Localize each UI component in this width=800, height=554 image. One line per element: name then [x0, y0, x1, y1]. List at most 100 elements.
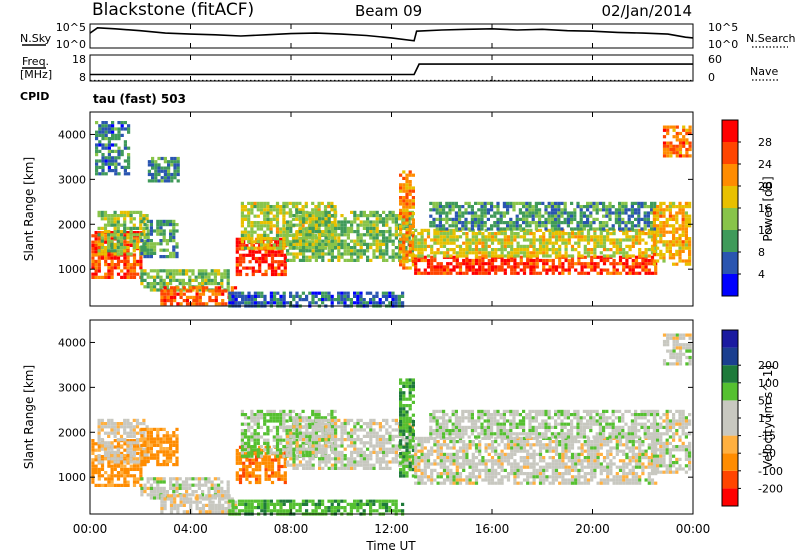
velocity-cell: [162, 477, 166, 481]
power-cell: [518, 224, 522, 228]
velocity-cell: [201, 497, 206, 501]
power-cell: [369, 291, 373, 295]
power-cell: [198, 299, 202, 303]
power-cell: [302, 246, 306, 250]
power-cell: [557, 221, 561, 225]
power-cell: [98, 165, 102, 169]
velocity-cell: [272, 438, 276, 442]
power-cell: [153, 229, 157, 233]
power-cell: [305, 226, 309, 230]
power-cell: [481, 265, 485, 269]
power-cell: [583, 238, 587, 242]
velocity-cell: [292, 460, 296, 464]
power-cell: [408, 180, 412, 184]
power-cell: [330, 201, 334, 205]
power-cell: [256, 214, 260, 218]
velocity-cell: [298, 431, 302, 435]
velocity-cell: [172, 443, 176, 447]
power-cell: [580, 254, 584, 258]
power-cell: [647, 248, 651, 252]
velocity-cell: [132, 418, 136, 422]
power-cell: [162, 219, 166, 223]
power-cell: [405, 208, 409, 212]
power-cell: [127, 159, 131, 163]
power-cell: [538, 211, 542, 215]
power-cell: [506, 227, 510, 231]
velocity-cell: [282, 454, 286, 458]
velocity-cell: [235, 477, 239, 481]
velocity-cell: [308, 463, 312, 467]
power-cell: [194, 275, 198, 279]
power-cell: [436, 241, 440, 245]
power-cell: [638, 248, 642, 252]
velocity-cell: [286, 425, 290, 429]
power-cell: [586, 251, 591, 255]
power-cell: [247, 240, 251, 244]
power-cell: [462, 258, 466, 263]
power-cell: [116, 239, 120, 243]
power-cell: [570, 248, 575, 252]
velocity-cell: [272, 445, 276, 449]
power-cell: [149, 226, 153, 230]
power-cell: [598, 208, 602, 212]
power-cell: [195, 289, 199, 293]
power-cell: [324, 226, 328, 230]
power-cell: [253, 298, 257, 302]
power-cell: [337, 233, 341, 237]
power-cell: [481, 262, 485, 266]
power-cell: [298, 210, 302, 214]
velocity-cell: [169, 453, 173, 457]
power-cell: [471, 268, 475, 272]
power-cell: [242, 244, 246, 248]
power-cell: [143, 251, 147, 255]
power-cell: [201, 289, 206, 293]
power-cell: [314, 258, 318, 262]
power-cell: [114, 143, 118, 147]
power-cell: [308, 220, 312, 224]
power-cell: [350, 252, 354, 256]
velocity-cell: [94, 458, 98, 462]
power-cell: [624, 221, 628, 225]
power-cell: [494, 232, 498, 236]
velocity-cell: [123, 477, 127, 481]
power-cell: [631, 241, 635, 245]
power-cell: [98, 133, 102, 137]
velocity-cell: [295, 416, 299, 420]
velocity-cell: [327, 438, 331, 442]
power-cell: [596, 244, 600, 248]
power-cell: [298, 230, 302, 234]
power-cell: [305, 230, 309, 234]
velocity-cell: [308, 444, 312, 448]
velocity-cell: [91, 451, 95, 455]
velocity-cell: [263, 419, 267, 423]
power-cell: [493, 214, 497, 218]
power-cell: [160, 295, 164, 299]
power-cell: [175, 278, 179, 282]
power-cell: [280, 253, 284, 257]
power-cell: [662, 154, 667, 158]
velocity-cell: [135, 438, 140, 442]
power-cell: [490, 214, 494, 218]
power-cell: [157, 169, 161, 173]
power-cell: [430, 258, 434, 263]
power-cell: [402, 199, 406, 203]
velocity-cell: [159, 490, 163, 494]
power-cell: [123, 249, 127, 253]
power-cell: [107, 223, 111, 227]
velocity-cell: [191, 493, 195, 497]
velocity-cell: [172, 453, 176, 457]
power-cell: [266, 217, 270, 221]
power-cell: [442, 205, 446, 209]
velocity-cell: [272, 413, 276, 417]
velocity-cell: [334, 463, 338, 467]
velocity-cell: [318, 447, 322, 451]
power-cell: [529, 258, 533, 263]
power-cell: [258, 250, 262, 254]
power-cell: [244, 301, 248, 305]
power-cell: [94, 234, 98, 238]
velocity-cell: [240, 441, 244, 445]
power-cell: [522, 217, 526, 221]
power-cell: [454, 224, 458, 228]
power-cell: [558, 265, 562, 269]
power-cell: [650, 227, 654, 231]
